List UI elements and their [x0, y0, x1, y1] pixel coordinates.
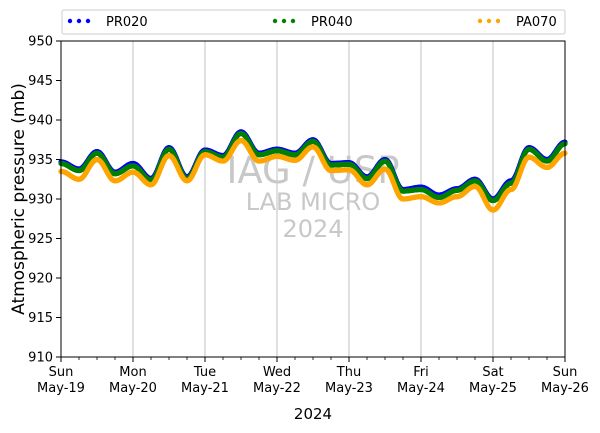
x-tick-label-day: Thu: [336, 365, 361, 380]
legend-label-pr040: PR040: [311, 15, 353, 30]
x-tick-label-date: May-25: [469, 381, 517, 396]
x-tick-label-date: May-21: [181, 381, 229, 396]
series-layer: [58, 129, 568, 213]
y-tick-label: 925: [28, 232, 53, 247]
x-tick-label-day: Sun: [553, 365, 578, 380]
x-tick-label-date: May-26: [541, 381, 589, 396]
y-tick-label: 940: [28, 114, 53, 129]
grid-lines: [132, 41, 494, 357]
x-tick-label-day: Sat: [482, 365, 503, 380]
y-tick-label: 950: [28, 35, 53, 50]
x-tick-label-date: May-19: [37, 381, 85, 396]
legend-item-pa070: PA070: [477, 15, 557, 30]
x-axis: SunMay-19MonMay-20TueMay-21WedMay-22ThuM…: [37, 357, 589, 396]
series-pa070: [58, 137, 568, 213]
y-axis-label: Atmospheric pressure (mb): [9, 83, 29, 315]
x-tick-label-day: Tue: [193, 365, 216, 380]
legend-box: [61, 9, 566, 35]
legend-marker-pr040: [290, 18, 296, 24]
x-axis-label: 2024: [294, 405, 332, 423]
y-axis: 910 915 920 925 930 935 940 945 950: [28, 35, 61, 366]
legend-item-pr020: PR020: [67, 15, 148, 30]
y-tick-label: 920: [28, 272, 53, 287]
y-tick-label: 915: [28, 311, 53, 326]
x-tick-label-day: Wed: [263, 365, 291, 380]
legend-label-pa070: PA070: [516, 15, 557, 30]
x-tick-label-date: May-20: [109, 381, 157, 396]
watermark-line-2: LAB MICRO: [246, 188, 381, 216]
y-tick-label: 945: [28, 74, 53, 89]
legend-label-pr020: PR020: [106, 15, 148, 30]
x-tick-label-day: Mon: [119, 365, 146, 380]
y-tick-label: 930: [28, 193, 53, 208]
legend-marker-pr020: [76, 18, 82, 24]
legend: PR020 PR040 PA070: [61, 9, 566, 35]
legend-marker-pr040: [272, 18, 278, 24]
x-tick-label-date: May-22: [253, 381, 301, 396]
legend-marker-pr040: [281, 18, 287, 24]
watermark-line-3: 2024: [282, 215, 343, 243]
legend-marker-pr020: [85, 18, 91, 24]
legend-marker-pa070: [486, 18, 492, 24]
legend-item-pr040: PR040: [272, 15, 353, 30]
y-tick-label: 935: [28, 153, 53, 168]
legend-marker-pa070: [477, 18, 483, 24]
y-tick-label: 910: [28, 351, 53, 366]
x-tick-label-day: Fri: [413, 365, 429, 380]
watermark: IAG / USP LAB MICRO 2024: [226, 149, 399, 243]
legend-marker-pr020: [67, 18, 73, 24]
legend-marker-pa070: [495, 18, 501, 24]
x-tick-label-date: May-24: [397, 381, 445, 396]
x-tick-label-date: May-23: [325, 381, 373, 396]
x-tick-label-day: Sun: [49, 365, 74, 380]
